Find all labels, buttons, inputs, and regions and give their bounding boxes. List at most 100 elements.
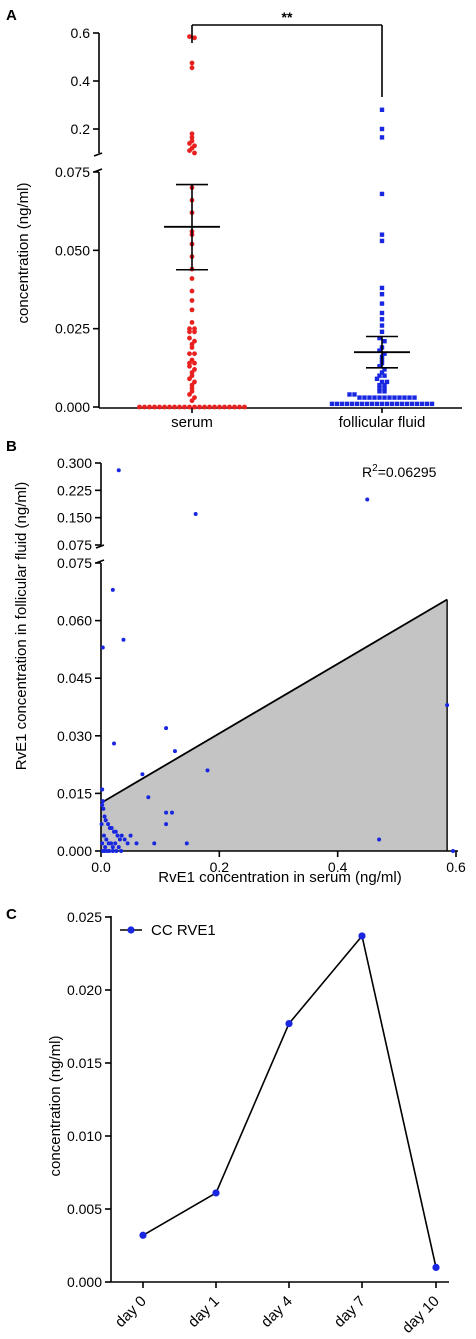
panel-b-point	[445, 703, 450, 708]
panel-b-point	[104, 837, 109, 842]
panel-b-x-tick-label: 0.0	[91, 859, 111, 875]
panel-b-point	[205, 768, 210, 773]
follicular-fluid-point	[387, 395, 392, 400]
panel-b-point	[140, 772, 145, 777]
follicular-fluid-point	[429, 401, 435, 407]
follicular-fluid-point	[357, 395, 362, 400]
panel-b-point	[451, 849, 456, 853]
follicular-fluid-point	[354, 401, 360, 407]
panel-b-point	[193, 512, 198, 517]
follicular-fluid-point	[424, 401, 430, 407]
serum-point	[222, 404, 227, 410]
panel-b-axes	[95, 462, 458, 857]
panel-b-point	[113, 829, 118, 834]
panel-b-point	[109, 841, 114, 846]
follicular-fluid-point	[382, 339, 387, 344]
follicular-fluid-point	[377, 373, 382, 378]
category-label-follicular-fluid: follicular fluid	[339, 414, 426, 431]
panel-c-y-tick-label: 0.000	[67, 1274, 102, 1290]
serum-point	[189, 131, 195, 137]
serum-point	[187, 363, 192, 369]
panel-a-y-axis-label: concentration (ng/ml)	[15, 183, 32, 324]
panel-b-point	[101, 833, 106, 838]
serum-point	[207, 404, 212, 410]
follicular-fluid-point	[379, 107, 385, 112]
panel-b-point	[100, 841, 105, 846]
panel-b-y-tick-label: 0.225	[57, 482, 92, 498]
r-squared-annotation: R2=0.06295	[362, 463, 437, 480]
serum-point	[187, 404, 192, 410]
serum-point	[192, 329, 197, 335]
follicular-fluid-point	[377, 382, 382, 388]
follicular-fluid-point	[379, 292, 385, 297]
follicular-fluid-point	[397, 395, 402, 400]
panel-b-point	[134, 841, 139, 846]
panel-b-point	[100, 799, 105, 804]
follicular-fluid-point	[377, 386, 382, 391]
follicular-fluid-point	[347, 392, 352, 397]
panel-b-point	[119, 833, 124, 838]
panel-a-y-tick-label: 0.000	[55, 399, 90, 415]
follicular-fluid-point	[352, 392, 357, 397]
panel-a-axis-break-mark	[93, 152, 103, 157]
serum-point	[227, 404, 232, 410]
serum-point	[187, 376, 192, 382]
panel-a-tick-labels: 0.000 0.025 0.050 0.075 0.2 0.4 0.6	[55, 25, 90, 415]
follicular-fluid-point	[349, 401, 355, 407]
panel-b-x-axis-label: RvE1 concentration in serum (ng/ml)	[158, 869, 401, 886]
panel-a-y-tick-label: 0.6	[71, 25, 91, 41]
serum-point	[177, 404, 182, 410]
panel-b-point	[164, 726, 169, 731]
panel-b-point	[125, 841, 130, 846]
cc-rve1-line	[142, 934, 437, 1268]
panel-c: C concentration (ng/ml) 0.0000.0050.0100…	[6, 906, 449, 1337]
serum-point	[142, 404, 147, 410]
serum-point	[192, 404, 197, 410]
follicular-fluid-point	[379, 370, 385, 375]
follicular-fluid-point	[384, 379, 390, 385]
follicular-fluid-point	[379, 379, 385, 385]
panel-b-y-tick-label: 0.060	[57, 613, 92, 629]
serum-point	[192, 35, 197, 41]
panel-b-point	[114, 849, 119, 853]
panel-b-point	[172, 749, 177, 754]
panel-c-y-axis-label: concentration (ng/ml)	[47, 1036, 64, 1177]
panel-b-point	[119, 849, 124, 853]
follicular-fluid-point	[379, 310, 385, 316]
panel-b-point	[107, 849, 112, 853]
panel-c-axes	[105, 916, 449, 1288]
panel-b-point	[110, 849, 115, 853]
panel-c-y-tick-label: 0.010	[67, 1128, 102, 1144]
panel-c-x-tick-label: day 1	[185, 1293, 223, 1331]
follicular-fluid-point	[379, 329, 385, 334]
panel-b: B RvE1 concentration in follicular fluid…	[6, 438, 466, 886]
panel-b-point	[164, 810, 169, 815]
panel-b-y-tick-label: 0.075	[57, 537, 92, 553]
follicular-fluid-point	[394, 401, 400, 407]
follicular-fluid-point	[379, 401, 385, 407]
panel-b-point	[110, 845, 115, 850]
serum-point	[187, 148, 192, 154]
panel-b-point	[99, 822, 104, 827]
follicular-fluid-point	[379, 232, 385, 237]
serum-point	[187, 329, 192, 335]
serum-point	[189, 307, 195, 313]
follicular-fluid-point	[382, 367, 387, 372]
panel-b-point	[117, 837, 122, 842]
panel-b-point	[377, 837, 382, 842]
panel-c-x-tick-label: day 10	[399, 1293, 443, 1337]
panel-b-point	[170, 810, 174, 815]
panel-b-point	[100, 645, 105, 650]
legend-marker	[127, 926, 135, 934]
serum-point	[189, 320, 195, 325]
follicular-fluid-point	[389, 401, 395, 407]
follicular-fluid-point	[382, 382, 387, 388]
panel-b-y-axis-label: RvE1 concentration in follicular fluid (…	[13, 482, 30, 770]
cc-rve1-point	[358, 932, 366, 940]
panel-b-point	[365, 497, 370, 502]
follicular-fluid-point	[377, 335, 382, 341]
panel-a-y-tick-label: 0.4	[71, 73, 91, 89]
panel-letter-b: B	[6, 438, 17, 455]
panel-b-confidence-area	[100, 598, 448, 851]
panel-b-point	[115, 833, 120, 838]
